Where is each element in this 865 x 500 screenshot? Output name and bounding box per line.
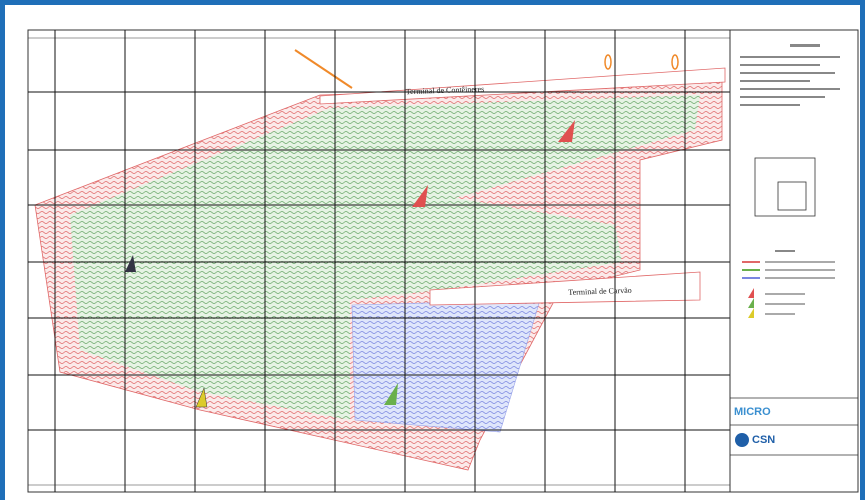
terminal-label: Terminal de Carvão	[568, 286, 632, 297]
grid	[28, 30, 730, 492]
buoy	[671, 54, 679, 70]
sheet-border	[27, 29, 859, 493]
buoy	[604, 54, 612, 70]
marker	[125, 255, 136, 272]
logo: CSN	[752, 434, 775, 446]
marker	[558, 120, 575, 142]
logo: MICRO	[734, 406, 771, 418]
notes	[740, 44, 840, 106]
pier-bottom	[429, 271, 701, 306]
terminal-label: Terminal de Contêineres	[406, 84, 485, 96]
marker	[412, 185, 428, 207]
orange-line	[294, 49, 353, 89]
key-map	[777, 181, 807, 211]
survey-map: Terminal de Contêineres Terminal de Carv…	[27, 29, 859, 493]
blue-area	[351, 299, 541, 433]
marker	[195, 387, 208, 408]
marker	[384, 383, 398, 405]
logo-mark	[735, 433, 749, 447]
legend	[742, 250, 835, 318]
pier-top	[319, 67, 726, 105]
key-map	[754, 157, 816, 217]
inner-area	[70, 95, 700, 420]
